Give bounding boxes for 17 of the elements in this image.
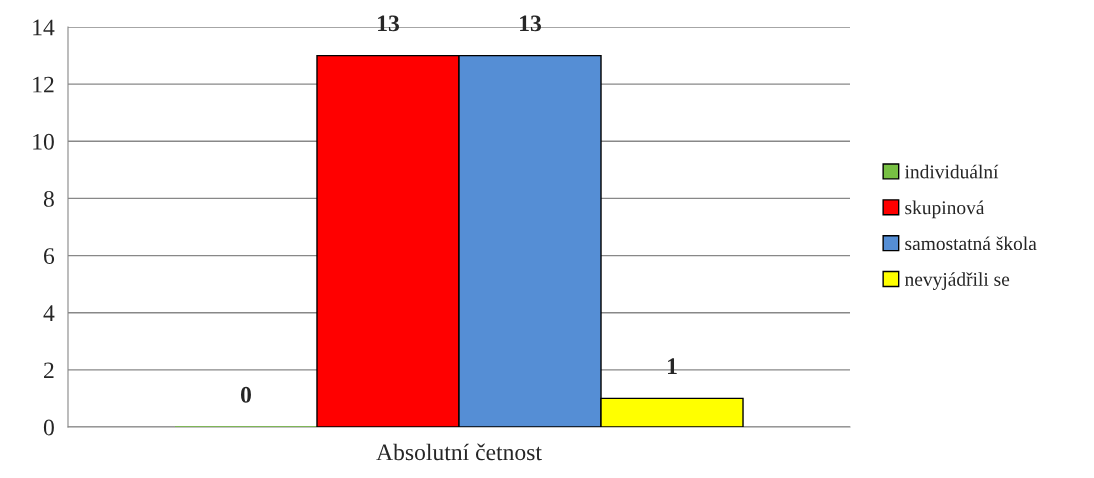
y-tick-label: 4 xyxy=(43,305,55,321)
y-tick-label: 10 xyxy=(33,133,54,150)
data-label: 13 xyxy=(520,15,541,32)
x-tick-label: Absolutní četnost xyxy=(376,443,542,461)
legend-label: skupinová xyxy=(905,200,985,219)
y-tick-label: 14 xyxy=(33,19,55,36)
y-tick-label: 8 xyxy=(43,190,54,207)
data-label: 13 xyxy=(378,15,399,32)
y-tick-label: 6 xyxy=(44,248,55,264)
legend-label: individuální xyxy=(904,164,999,179)
y-tick-label: 12 xyxy=(33,76,54,93)
y-tick-label: 2 xyxy=(44,362,54,379)
y-tick-label: 0 xyxy=(43,419,54,436)
legend-label: samostatná škola xyxy=(905,236,1037,251)
data-label: 1 xyxy=(668,358,677,374)
data-label: 0 xyxy=(240,386,251,403)
legend-label: nevyjádřili se xyxy=(904,272,1010,290)
